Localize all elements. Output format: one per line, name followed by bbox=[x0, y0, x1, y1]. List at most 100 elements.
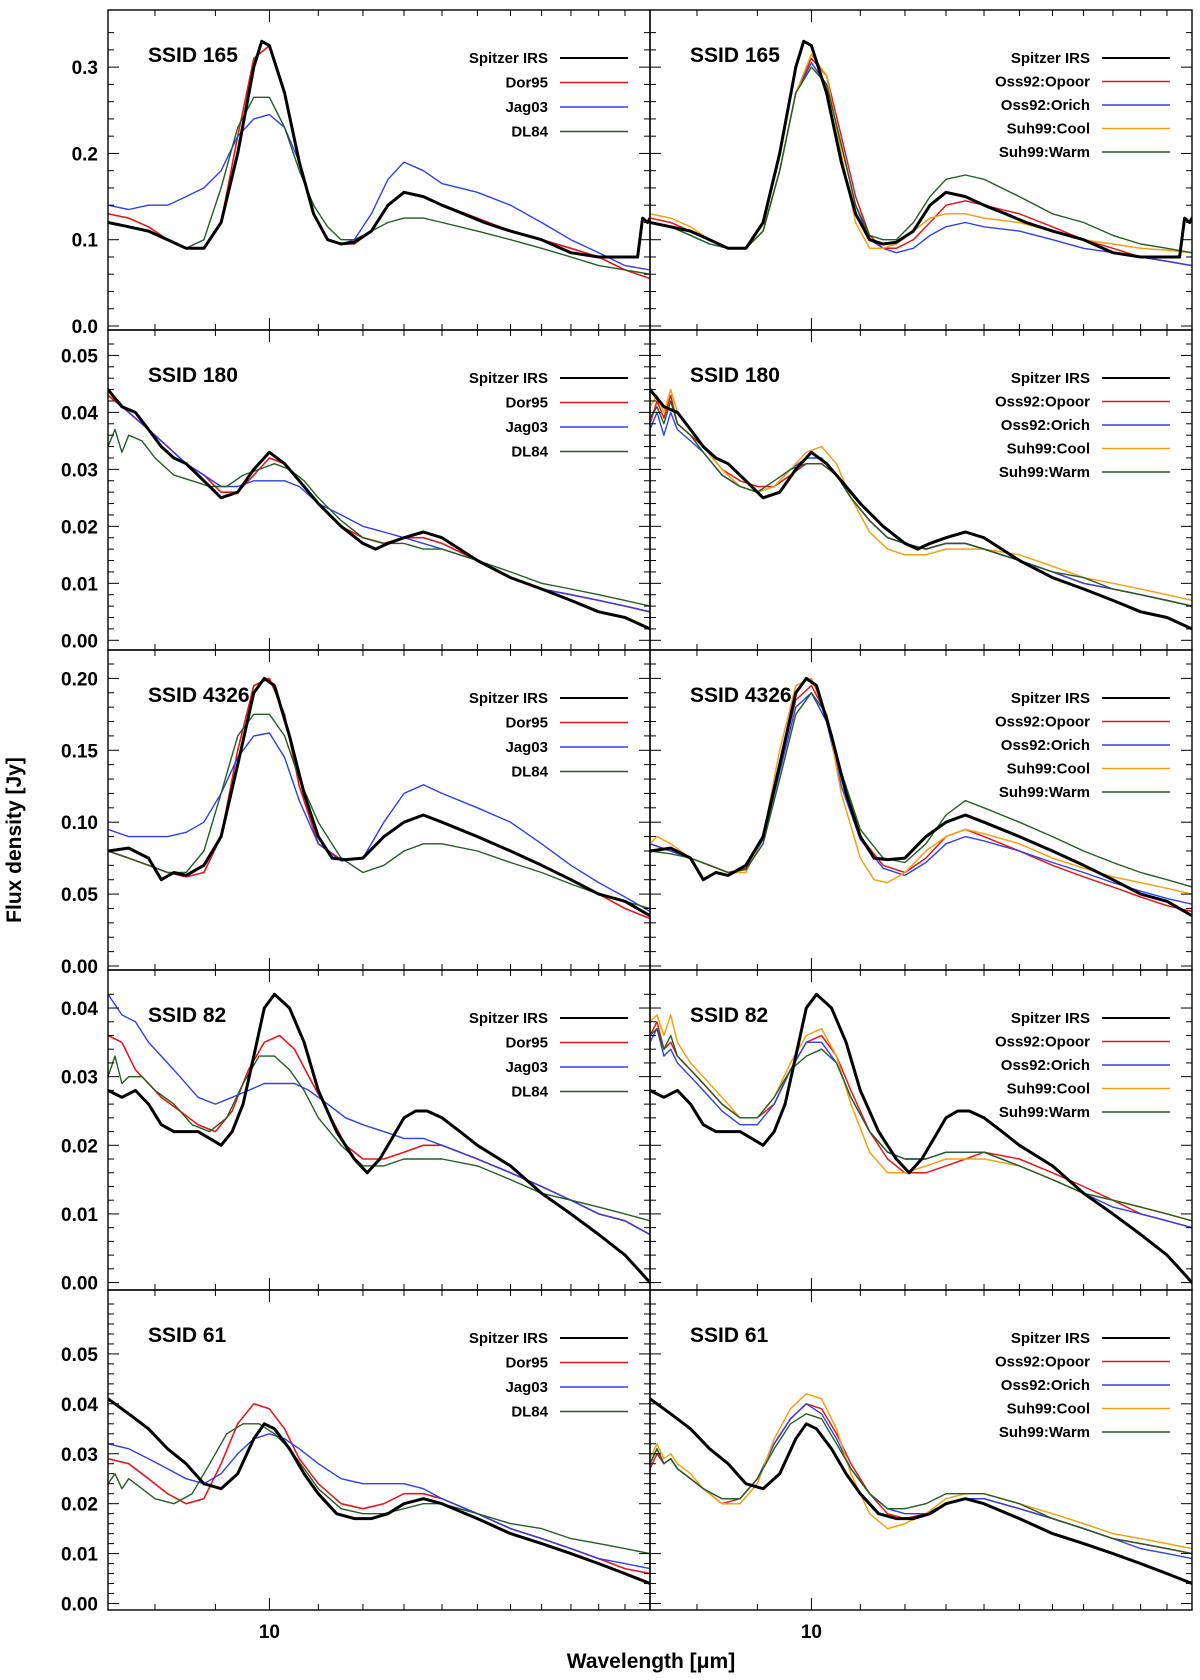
series-line-spitzer-irs bbox=[108, 1397, 650, 1585]
legend-label: Dor95 bbox=[505, 1035, 548, 1052]
panel-frame bbox=[649, 1289, 1193, 1611]
legend-label: Jag03 bbox=[505, 1059, 548, 1076]
y-tick-label: 0.15 bbox=[61, 741, 98, 762]
y-tick-label: 0.03 bbox=[61, 1445, 98, 1466]
y-tick-label: 0.02 bbox=[61, 1495, 98, 1516]
legend-label: Dor95 bbox=[505, 395, 548, 412]
panel-4-left: 0.00 0.01 0.02 0.03 0.04 SSID 82 Spitzer IRS Do… bbox=[61, 969, 651, 1295]
legend-label: Spitzer IRS bbox=[469, 690, 548, 707]
panel-5-right: 10 SSID 61 Spitzer IRS Oss92:Opoor Oss92:Ori… bbox=[649, 1289, 1193, 1643]
y-tick-label: 0.05 bbox=[61, 346, 98, 367]
y-tick-label: 0.0 bbox=[72, 317, 98, 338]
series-line-dor95 bbox=[108, 1034, 650, 1236]
legend-label: DL84 bbox=[511, 764, 548, 781]
y-tick-label: 0.04 bbox=[61, 999, 98, 1020]
legend-label: Suh99:Warm bbox=[999, 144, 1090, 161]
series-line-jag03 bbox=[108, 993, 650, 1236]
series-line-suh99-cool bbox=[650, 1393, 1192, 1550]
panel-2-left: 0.00 0.01 0.02 0.03 0.04 0.05 SSID 180 Spitzer … bbox=[61, 329, 651, 652]
y-tick-label: 0.1 bbox=[72, 231, 99, 252]
legend-label: Spitzer IRS bbox=[1011, 50, 1090, 67]
x-axis-title: Wavelength [μm] bbox=[567, 1650, 735, 1673]
series-line-suh99-cool bbox=[650, 388, 1192, 602]
series-line-oss92-orich bbox=[650, 1403, 1192, 1560]
panel-title: SSID 4326 bbox=[148, 684, 250, 707]
y-tick-label: 0.03 bbox=[61, 460, 98, 481]
legend-label: Spitzer IRS bbox=[1011, 690, 1090, 707]
legend-label: Dor95 bbox=[505, 1355, 548, 1372]
series-line-oss92-orich bbox=[650, 411, 1192, 607]
legend-label: Dor95 bbox=[505, 75, 548, 92]
legend-label: Suh99:Warm bbox=[999, 464, 1090, 481]
panel-1-left: 0.0 0.1 0.2 0.3 SSID 165 Spitzer IRS Dor95 Jag0… bbox=[72, 9, 651, 338]
series-line-oss92-orich bbox=[650, 1027, 1192, 1229]
legend-label: Spitzer IRS bbox=[469, 1010, 548, 1027]
series-line-spitzer-irs bbox=[108, 676, 650, 918]
y-tick-label: 0.20 bbox=[61, 669, 98, 690]
y-tick-label: 0.01 bbox=[61, 574, 98, 595]
legend: Spitzer IRS Dor95 Jag03 DL84 bbox=[469, 50, 628, 141]
legend-label: Oss92:Opoor bbox=[995, 394, 1090, 411]
legend-label: Spitzer IRS bbox=[469, 50, 548, 67]
y-tick-label: 0.00 bbox=[61, 1274, 98, 1295]
y-tick-label: 0.00 bbox=[61, 957, 98, 978]
series-line-spitzer-irs bbox=[108, 39, 650, 259]
legend: Spitzer IRS Oss92:Opoor Oss92:Orich Suh99:C… bbox=[995, 1010, 1170, 1121]
panel-title: SSID 180 bbox=[690, 364, 780, 387]
x-tick-label: 10 bbox=[259, 1622, 280, 1643]
series-line-spitzer-irs bbox=[650, 388, 1192, 631]
legend-label: Suh99:Cool bbox=[1007, 761, 1090, 778]
legend: Spitzer IRS Oss92:Opoor Oss92:Orich Suh99:C… bbox=[995, 50, 1170, 161]
legend-label: Jag03 bbox=[505, 739, 548, 756]
legend-label: Oss92:Opoor bbox=[995, 74, 1090, 91]
legend-label: Oss92:Orich bbox=[1001, 1377, 1090, 1394]
series-group bbox=[108, 1397, 650, 1585]
y-tick-label: 0.3 bbox=[72, 58, 98, 79]
legend-label: Dor95 bbox=[505, 715, 548, 732]
legend-label: Oss92:Orich bbox=[1001, 737, 1090, 754]
series-line-spitzer-irs bbox=[108, 388, 650, 631]
series-line-dor95 bbox=[108, 44, 650, 280]
legend-label: Suh99:Warm bbox=[999, 784, 1090, 801]
panel-5-left: 0.00 0.01 0.02 0.03 0.04 0.05 10 SSID 61 Spitzer… bbox=[61, 1289, 651, 1643]
series-line-spitzer-irs bbox=[650, 39, 1192, 259]
legend: Spitzer IRS Oss92:Opoor Oss92:Orich Suh99:C… bbox=[995, 1330, 1170, 1441]
panel-title: SSID 165 bbox=[148, 44, 238, 67]
series-group bbox=[650, 388, 1192, 631]
panel-4-right: SSID 82 Spitzer IRS Oss92:Opoor Oss92:Orich… bbox=[649, 969, 1193, 1291]
legend: Spitzer IRS Oss92:Opoor Oss92:Orich Suh99:C… bbox=[995, 370, 1170, 481]
legend-label: Jag03 bbox=[505, 1379, 548, 1396]
series-group bbox=[650, 676, 1192, 918]
legend-label: Spitzer IRS bbox=[469, 370, 548, 387]
legend-label: Suh99:Cool bbox=[1007, 121, 1090, 138]
series-group bbox=[108, 992, 650, 1285]
panel-3-left: 0.00 0.05 0.10 0.15 0.20 SSID 4326 Spitzer IRS… bbox=[61, 649, 651, 978]
legend: Spitzer IRS Dor95 Jag03 DL84 bbox=[469, 1010, 628, 1101]
legend-label: Spitzer IRS bbox=[1011, 1010, 1090, 1027]
series-line-dor95 bbox=[108, 394, 650, 613]
legend: Spitzer IRS Dor95 Jag03 DL84 bbox=[469, 690, 628, 781]
panel-title: SSID 165 bbox=[690, 44, 780, 67]
legend: Spitzer IRS Dor95 Jag03 DL84 bbox=[469, 370, 628, 461]
series-line-spitzer-irs bbox=[108, 992, 650, 1285]
y-tick-label: 0.04 bbox=[61, 1395, 98, 1416]
series-group bbox=[108, 676, 650, 920]
series-line-oss92-opoor bbox=[650, 1403, 1192, 1555]
panel-title: SSID 4326 bbox=[690, 684, 792, 707]
panel-2-right: SSID 180 Spitzer IRS Oss92:Opoor Oss92:Oric… bbox=[649, 329, 1193, 651]
y-tick-label: 0.00 bbox=[61, 631, 98, 652]
legend-label: Oss92:Opoor bbox=[995, 1354, 1090, 1371]
legend-label: DL84 bbox=[511, 1084, 548, 1101]
series-group bbox=[650, 39, 1192, 267]
y-tick-label: 0.02 bbox=[61, 517, 98, 538]
series-group bbox=[650, 1393, 1192, 1585]
x-tick-label: 10 bbox=[801, 1622, 822, 1643]
y-tick-label: 0.00 bbox=[61, 1595, 98, 1616]
series-group bbox=[650, 992, 1192, 1285]
y-tick-label: 0.03 bbox=[61, 1068, 98, 1089]
legend-label: DL84 bbox=[511, 1404, 548, 1421]
series-line-suh99-cool bbox=[650, 53, 1192, 254]
legend-label: Spitzer IRS bbox=[1011, 1330, 1090, 1347]
series-line-dl84 bbox=[108, 1423, 650, 1555]
